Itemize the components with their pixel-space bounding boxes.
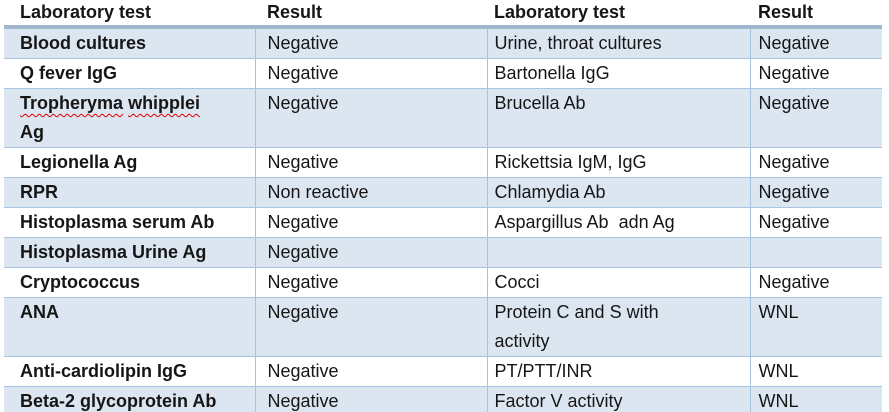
column-header-lab-test-right: Laboratory test: [487, 0, 750, 29]
lab-test-cell: Cocci: [487, 267, 751, 298]
column-header-result-left: Result: [255, 0, 487, 29]
lab-test-cell: Rickettsia IgM, IgG: [487, 147, 751, 178]
result-cell: Negative: [255, 207, 488, 238]
result-cell: Negative: [255, 88, 488, 148]
result-cell: Negative: [255, 58, 488, 89]
result-cell: Negative: [750, 27, 882, 59]
result-cell: Negative: [750, 207, 882, 238]
misspelled-word: whipplei: [128, 93, 201, 113]
lab-test-cell: RPR: [4, 177, 256, 208]
result-cell: WNL: [750, 356, 882, 387]
result-cell: Non reactive: [255, 177, 488, 208]
result-cell: Negative: [255, 297, 488, 357]
lab-results-table: Laboratory test Result Laboratory test R…: [4, 0, 882, 412]
lab-test-cell: [487, 237, 751, 268]
column-header-result-right: Result: [750, 0, 882, 29]
lab-test-cell: Anti-cardiolipin IgG: [4, 356, 256, 387]
lab-test-cell: Histoplasma Urine Ag: [4, 237, 256, 268]
result-cell: Negative: [255, 386, 488, 412]
lab-test-cell: Legionella Ag: [4, 147, 256, 178]
table-row: Cryptococcus Negative Cocci Negative: [4, 267, 882, 298]
result-cell: Negative: [750, 147, 882, 178]
result-cell: Negative: [750, 177, 882, 208]
table-row: Blood cultures Negative Urine, throat cult…: [4, 27, 882, 59]
lab-test-cell: Brucella Ab: [487, 88, 751, 148]
lab-test-cell: Cryptococcus: [4, 267, 256, 298]
lab-test-cell: Factor V activity: [487, 386, 751, 412]
table-row: Tropheryma whipplei Ag Negative Brucella A…: [4, 88, 882, 148]
result-cell: Negative: [255, 27, 488, 59]
table-row: Legionella Ag Negative Rickettsia IgM, IgG…: [4, 147, 882, 178]
lab-test-cell: Aspargillus Ab adn Ag: [487, 207, 751, 238]
lab-test-cell: Blood cultures: [4, 27, 256, 59]
result-cell: Negative: [750, 267, 882, 298]
result-cell: Negative: [255, 356, 488, 387]
lab-test-cell: Protein C and S with activity: [487, 297, 751, 357]
lab-test-cell: Urine, throat cultures: [487, 27, 751, 59]
table-row: Beta-2 glycoprotein Ab Negative Factor V a…: [4, 386, 882, 412]
result-cell: Negative: [255, 237, 488, 268]
result-cell: WNL: [750, 386, 882, 412]
table-row: RPR Non reactive Chlamydia Ab Negative: [4, 177, 882, 208]
table-header: Laboratory test Result Laboratory test R…: [4, 0, 882, 29]
lab-test-cell: Bartonella IgG: [487, 58, 751, 89]
lab-test-cell: Histoplasma serum Ab: [4, 207, 256, 238]
result-cell: WNL: [750, 297, 882, 357]
lab-test-cell: PT/PTT/INR: [487, 356, 751, 387]
table-row: Anti-cardiolipin IgG Negative PT/PTT/INR WN…: [4, 356, 882, 387]
table-row: Histoplasma serum Ab Negative Aspargillus …: [4, 207, 882, 238]
result-cell: Negative: [750, 88, 882, 148]
result-cell: [750, 237, 882, 268]
lab-test-cell: ANA: [4, 297, 256, 357]
table-body: Blood cultures Negative Urine, throat cult…: [4, 27, 882, 412]
result-cell: Negative: [255, 147, 488, 178]
lab-test-cell: Chlamydia Ab: [487, 177, 751, 208]
table-row: Histoplasma Urine Ag Negative: [4, 237, 882, 268]
lab-test-cell: Tropheryma whipplei Ag: [4, 88, 256, 148]
lab-test-cell: Q fever IgG: [4, 58, 256, 89]
result-cell: Negative: [750, 58, 882, 89]
misspelled-word: Tropheryma: [20, 93, 124, 113]
table-row: Q fever IgG Negative Bartonella IgG Negativ…: [4, 58, 882, 89]
lab-test-cell: Beta-2 glycoprotein Ab: [4, 386, 256, 412]
table-row: ANA Negative Protein C and S with activity…: [4, 297, 882, 357]
column-header-lab-test-left: Laboratory test: [4, 0, 255, 29]
result-cell: Negative: [255, 267, 488, 298]
header-row: Laboratory test Result Laboratory test R…: [4, 0, 882, 29]
